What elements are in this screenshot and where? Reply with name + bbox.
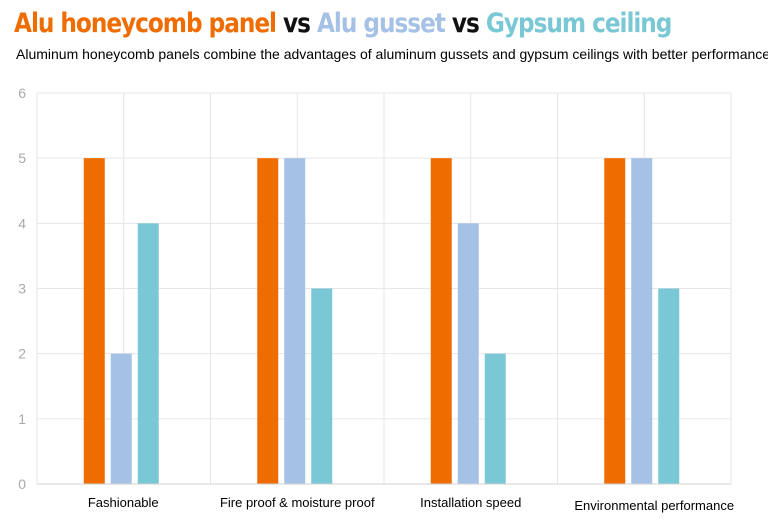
- y-tick-label: 0: [18, 476, 26, 492]
- bar: [658, 288, 680, 484]
- bar: [604, 158, 626, 484]
- x-tick-label: Environmental performance: [574, 498, 734, 513]
- bar: [631, 158, 653, 484]
- x-tick-label: Installation speed: [420, 495, 521, 510]
- title-series1: Alu honeycomb panel: [14, 8, 277, 39]
- title-series2: Alu gusset: [316, 8, 446, 39]
- bar: [457, 223, 479, 485]
- title-series3: Gypsum ceiling: [485, 8, 673, 39]
- chart-subtitle: Aluminum honeycomb panels combine the ad…: [16, 46, 768, 62]
- bar: [83, 158, 105, 484]
- bar: [430, 158, 452, 484]
- y-tick-label: 2: [18, 346, 26, 362]
- bar: [110, 353, 132, 484]
- y-tick-label: 4: [18, 215, 26, 231]
- bar: [311, 288, 333, 484]
- x-tick-label: Fashionable: [88, 495, 159, 510]
- bar: [137, 223, 159, 485]
- bar: [284, 158, 306, 484]
- chart-title: Alu honeycomb panel vs Alu gusset vs Gyp…: [14, 7, 673, 41]
- y-tick-label: 5: [18, 150, 26, 166]
- x-tick-label: Fire proof & moisture proof: [220, 495, 375, 510]
- title-vs: vs: [275, 8, 317, 39]
- bar: [257, 158, 279, 484]
- bar: [484, 353, 506, 484]
- y-tick-label: 1: [18, 411, 26, 427]
- y-tick-label: 6: [18, 85, 26, 101]
- y-tick-label: 3: [18, 281, 26, 297]
- title-vs: vs: [444, 8, 486, 39]
